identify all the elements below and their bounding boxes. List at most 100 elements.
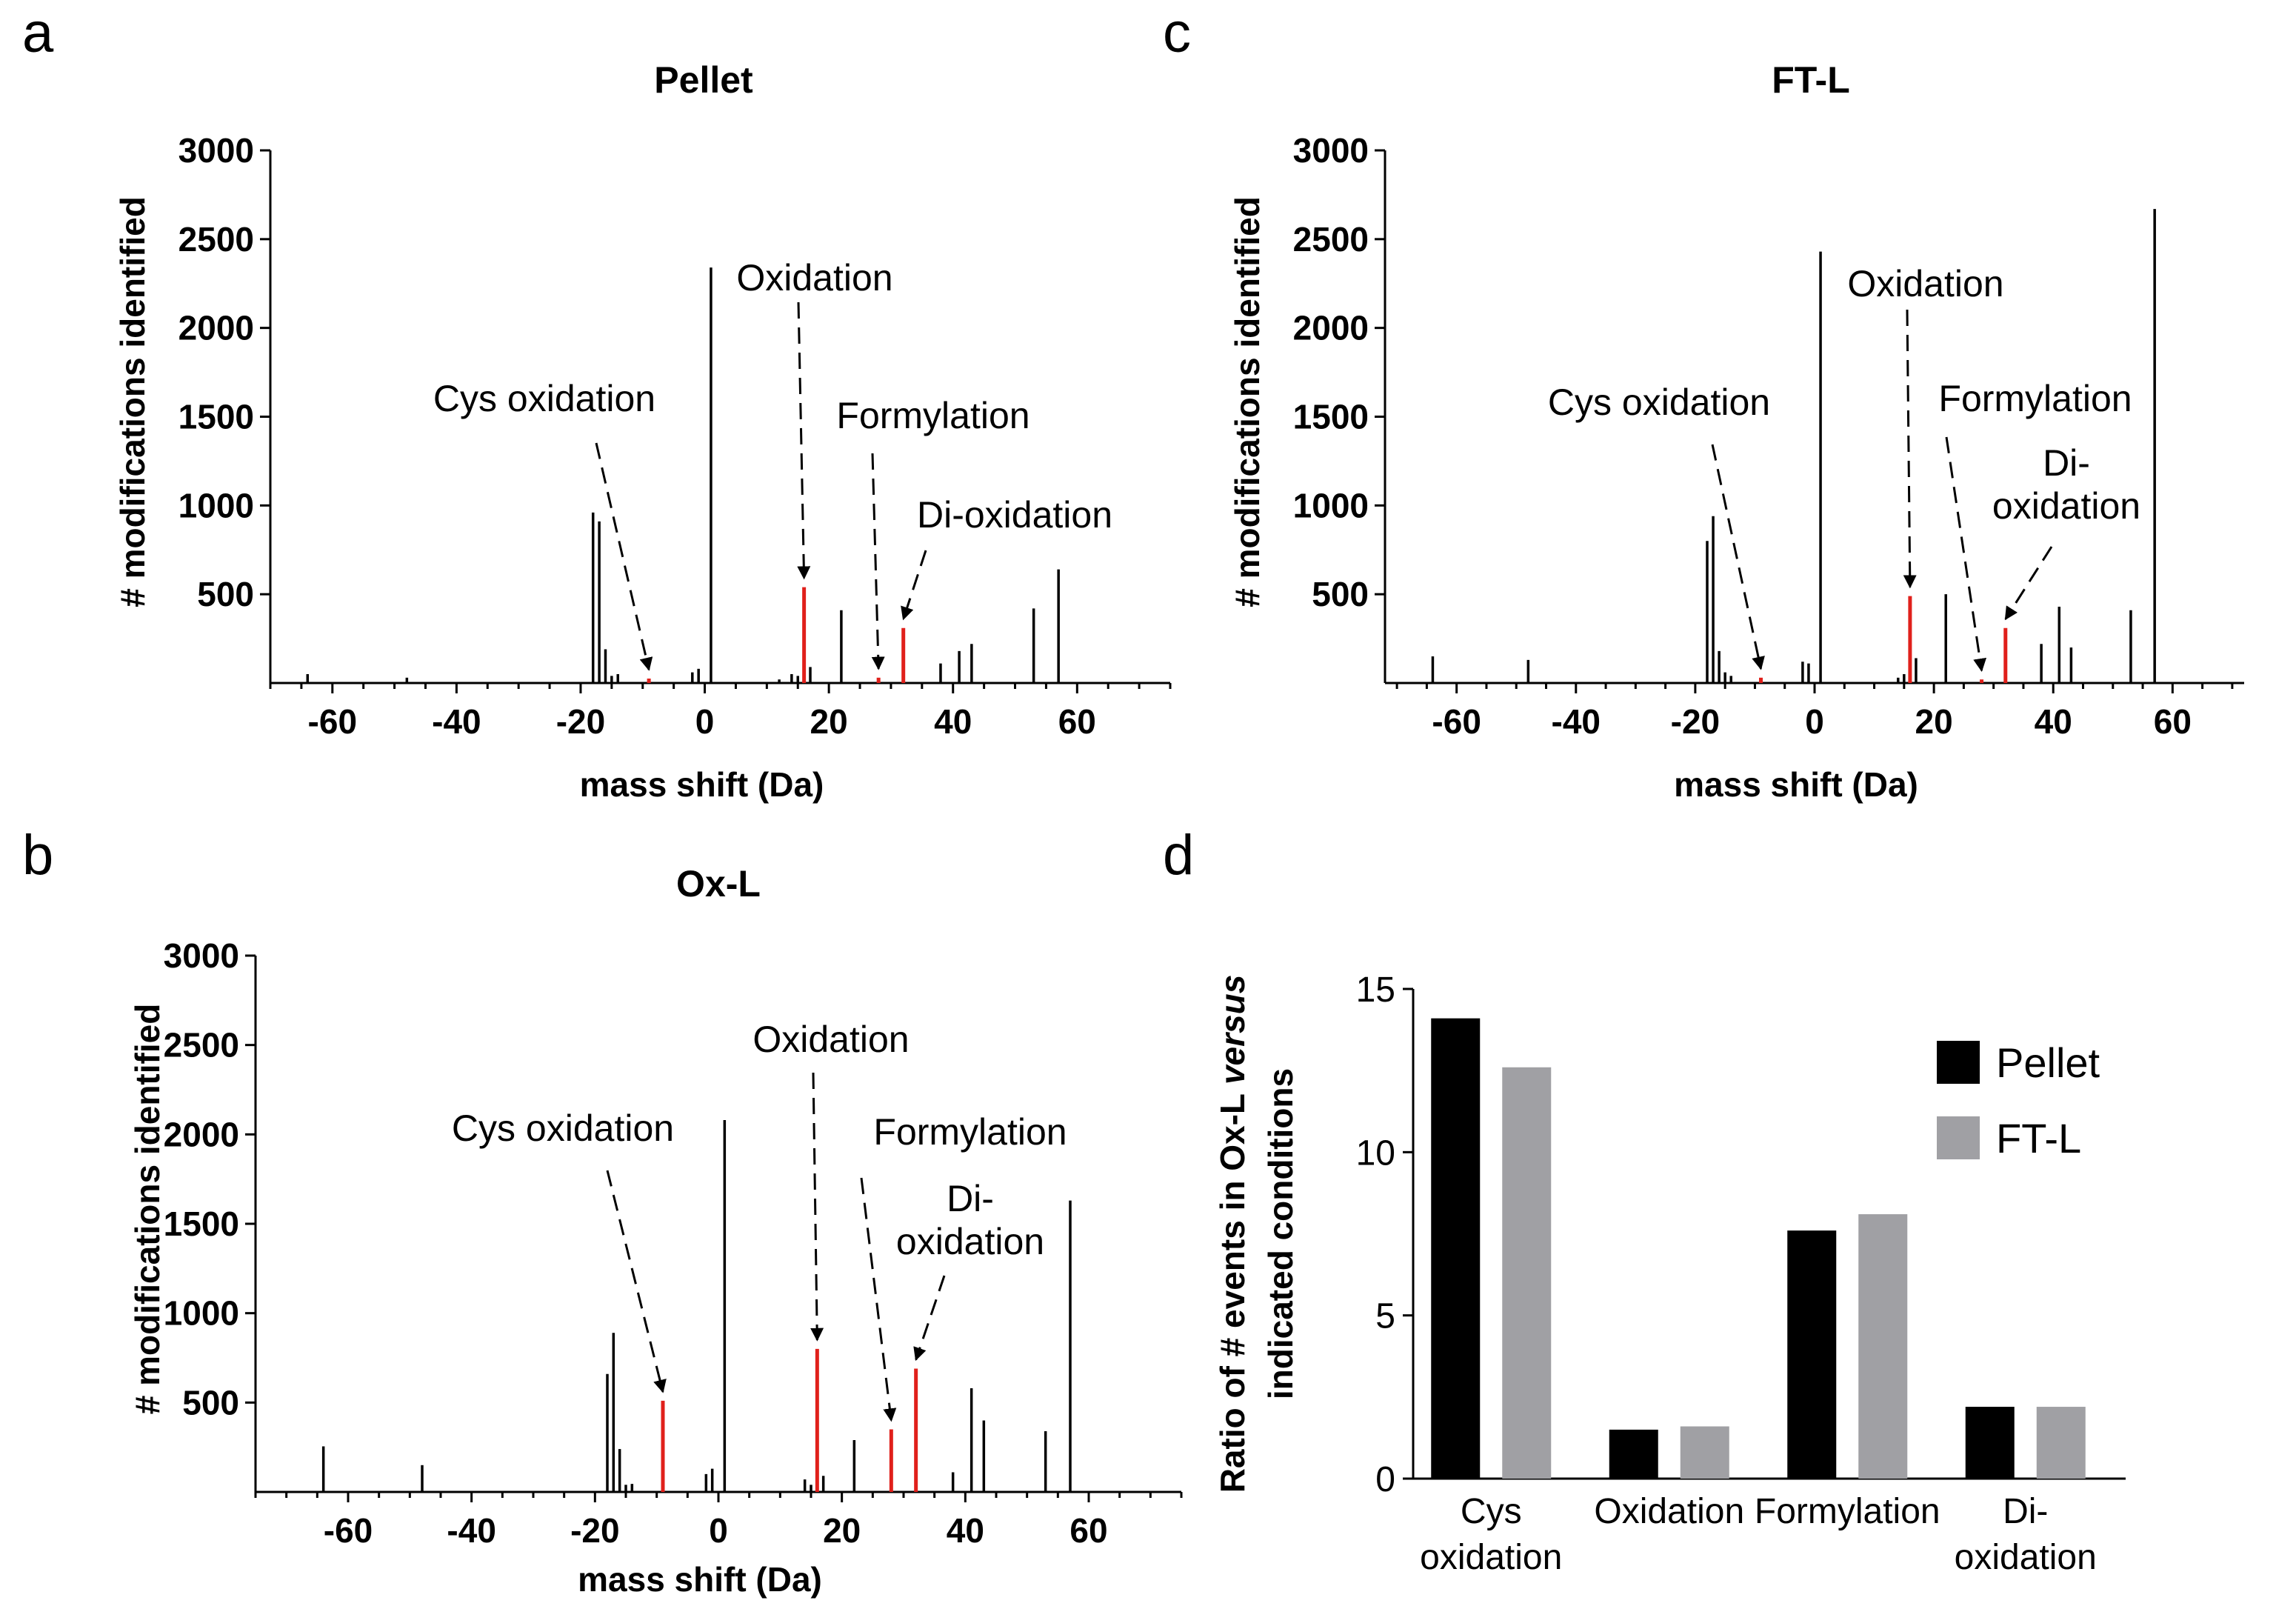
- x-tick-label: -20: [1671, 702, 1720, 741]
- annotation-line: Formylation: [1938, 378, 2132, 419]
- y-tick-label: 15: [1356, 970, 1395, 1010]
- annotation-line: Cys oxidation: [1548, 382, 1770, 423]
- annotation-line: Oxidation: [736, 257, 892, 299]
- chart-ratio: 0 5 10 15 Ratio of # events in Ox-L versusin…: [1213, 970, 2126, 1577]
- bar-ft-l: [1502, 1067, 1552, 1479]
- annotation-line: Cys oxidation: [452, 1107, 674, 1149]
- annotation-label: Di-oxidation: [917, 494, 1112, 536]
- legend-label: FT-L: [1996, 1115, 2081, 1162]
- x-tick-label: 20: [823, 1511, 861, 1550]
- y-axis-label-part: Ratio of # events in Ox-L: [1213, 1085, 1252, 1493]
- annotation-line: Di-: [947, 1178, 994, 1219]
- annotation-line: Di-: [2043, 442, 2090, 484]
- y-tick-label: 1500: [164, 1205, 239, 1243]
- panel-letter-d: d: [1163, 824, 1194, 887]
- annotation-label: Cys oxidation: [452, 1107, 674, 1149]
- panel-letter-b: b: [22, 824, 53, 887]
- chart-pellet: Pellet 500 1000 1500 2000 2500 3000 -60 -40 -20 0 2…: [113, 59, 1172, 804]
- x-tick-label: Cys oxidation: [1420, 1492, 1562, 1577]
- x-tick-label-line: Oxidation: [1594, 1492, 1744, 1531]
- y-tick-label: 2500: [178, 220, 254, 259]
- x-tick-label: -20: [570, 1511, 619, 1550]
- x-tick-label: -60: [324, 1511, 373, 1550]
- panel-letter-a: a: [22, 1, 54, 64]
- x-tick-label: -20: [556, 702, 605, 741]
- panel-letter-c: c: [1163, 1, 1191, 64]
- x-tick-label-line: Formylation: [1755, 1492, 1940, 1531]
- annotation-label: Formylation: [1938, 378, 2132, 419]
- x-tick-label: 60: [1058, 702, 1096, 741]
- y-axis-label: indicated conditions: [1261, 1068, 1300, 1399]
- y-tick-label: 10: [1356, 1133, 1395, 1173]
- x-tick-label: 40: [934, 702, 972, 741]
- y-tick-label: 500: [182, 1383, 239, 1422]
- annotation-arrow: [606, 1170, 667, 1393]
- annotation-line: Di-oxidation: [917, 494, 1112, 536]
- y-axis-label: # modifications identified: [128, 1004, 167, 1415]
- annotation-arrow: [860, 1177, 897, 1422]
- annotation-label: Oxidation: [1847, 263, 2003, 304]
- chart-title: FT-L: [1772, 59, 1850, 101]
- annotation-arrow: [1903, 309, 1917, 589]
- annotation-arrow: [1711, 444, 1765, 670]
- annotation-label: Di-oxidation: [896, 1178, 1044, 1262]
- annotation-line: oxidation: [896, 1221, 1044, 1262]
- x-tick-label-line: Cys: [1461, 1492, 1522, 1531]
- annotation-line: Cys oxidation: [433, 378, 655, 419]
- x-tick-label-line: oxidation: [1420, 1538, 1562, 1577]
- y-tick-label: 2000: [178, 309, 254, 347]
- bar-ft-l: [2036, 1407, 2086, 1479]
- x-tick-label: 60: [2154, 702, 2192, 741]
- x-tick-label: -60: [308, 702, 357, 741]
- y-tick-label: 1500: [1293, 398, 1369, 436]
- x-tick-label-line: oxidation: [1955, 1538, 2097, 1577]
- bar-ft-l: [1858, 1214, 1908, 1479]
- annotation-arrow: [871, 453, 885, 670]
- y-tick-label: 1000: [164, 1294, 239, 1333]
- y-tick-label: 0: [1375, 1460, 1395, 1499]
- y-tick-label: 1500: [178, 398, 254, 436]
- y-axis-label-part: versus: [1213, 975, 1252, 1085]
- x-tick-label: Oxidation: [1594, 1492, 1744, 1531]
- y-axis-label: Ratio of # events in Ox-L versus: [1213, 975, 1252, 1493]
- x-tick-label: -40: [447, 1511, 495, 1550]
- annotation-arrow: [2004, 546, 2053, 621]
- legend-swatch: [1937, 1041, 1980, 1084]
- x-axis-label: mass shift (Da): [578, 1560, 822, 1599]
- x-axis-label: mass shift (Da): [1674, 765, 1918, 804]
- y-tick-label: 1000: [1293, 486, 1369, 524]
- annotation-label: Formylation: [836, 395, 1029, 436]
- annotation-arrow: [810, 1072, 824, 1342]
- x-tick-label: 40: [947, 1511, 984, 1550]
- y-tick-label: 2500: [1293, 220, 1369, 259]
- bar-pellet: [1609, 1429, 1658, 1479]
- annotation-line: Oxidation: [1847, 263, 2003, 304]
- y-tick-label: 500: [197, 575, 254, 613]
- x-tick-label: 20: [810, 702, 848, 741]
- x-tick-label: 20: [1915, 702, 1953, 741]
- x-tick-label: 0: [1805, 702, 1824, 741]
- y-tick-label: 2000: [164, 1115, 239, 1153]
- x-tick-label: 60: [1069, 1511, 1107, 1550]
- annotation-label: Di-oxidation: [1992, 442, 2140, 527]
- x-tick-label: -60: [1432, 702, 1481, 741]
- y-tick-label: 3000: [178, 131, 254, 170]
- chart-ox-l: Ox-L 500 1000 1500 2000 2500 3000 -60 -40 -20 0 20 4…: [128, 863, 1183, 1599]
- x-tick-label: Di-oxidation: [1955, 1492, 2097, 1577]
- y-tick-label: 2500: [164, 1026, 239, 1065]
- x-tick-label: -40: [1552, 702, 1601, 741]
- chart-ft-l: FT-L 500 1000 1500 2000 2500 3000 -60 -40 -20 0 20 4…: [1228, 59, 2244, 804]
- x-tick-label: 40: [2035, 702, 2072, 741]
- annotation-line: Oxidation: [752, 1019, 909, 1060]
- x-tick-label: 0: [709, 1511, 728, 1550]
- annotation-arrow: [797, 302, 811, 580]
- x-tick-label-line: Di-: [2003, 1492, 2048, 1531]
- y-tick-label: 2000: [1293, 309, 1369, 347]
- y-axis-label: # modifications identified: [1228, 196, 1267, 607]
- bar-pellet: [1431, 1018, 1481, 1479]
- y-tick-label: 1000: [178, 486, 254, 524]
- annotation-label: Cys oxidation: [1548, 382, 1770, 423]
- y-tick-label: 500: [1312, 575, 1369, 613]
- bar-pellet: [1787, 1230, 1837, 1479]
